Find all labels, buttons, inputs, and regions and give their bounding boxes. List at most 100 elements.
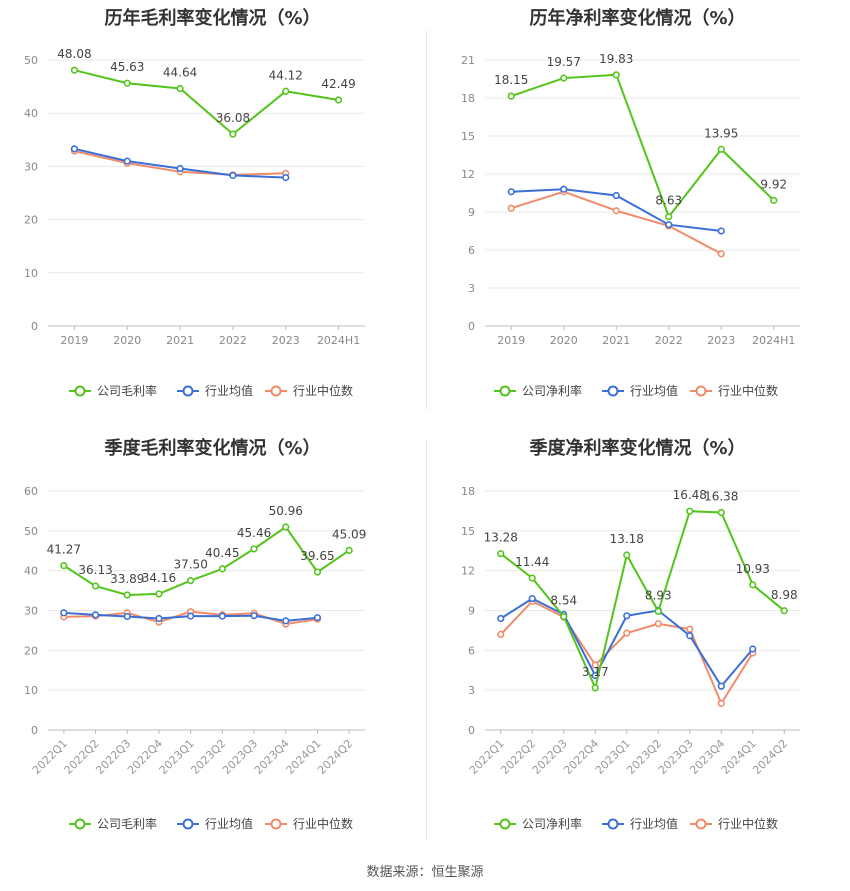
- data-point: [654, 620, 662, 628]
- y-tick-label: 3: [468, 684, 475, 697]
- data-label: 33.89: [110, 572, 144, 586]
- data-point: [123, 591, 131, 599]
- data-label: 13.95: [704, 126, 738, 140]
- data-label: 44.12: [269, 68, 303, 82]
- series-line: [63, 525, 350, 597]
- legend-label: 公司毛利率: [97, 816, 157, 831]
- data-point: [91, 582, 100, 590]
- data-point: [770, 196, 778, 204]
- data-label: 36.08: [216, 111, 250, 125]
- data-point: [560, 185, 568, 193]
- x-tick-label: 2022: [219, 334, 247, 347]
- legend-marker: [182, 385, 194, 397]
- x-tick-label: 2024Q2: [315, 737, 355, 777]
- data-point: [123, 612, 131, 621]
- data-point: [176, 84, 184, 93]
- data-point: [507, 92, 515, 100]
- chart-svg: 0 3 6 9 12 15 18 21 2019 2020 2021 2022 2023 2024H1 18…: [461, 52, 800, 398]
- chart-panel-annual-gross-margin: 历年毛利率变化情况（%） 0 10 20 30 40 50 2019 2020 2021 2022…: [0, 0, 425, 430]
- data-label: 45.63: [110, 60, 144, 74]
- x-tick-label: 2019: [497, 334, 525, 347]
- divider: [426, 30, 427, 410]
- data-label: 10.93: [736, 562, 770, 576]
- chart-panel-quarterly-gross-margin: 季度毛利率变化情况（%） 0 10 20 30 40 50 60 2022Q1 2022Q2 20…: [0, 430, 425, 860]
- x-tick-label: 2024Q2: [750, 737, 790, 777]
- data-label: 11.44: [515, 555, 549, 569]
- legend-marker: [695, 818, 707, 830]
- chart-svg: 01020304050602022Q12022Q22022Q32022Q4202…: [24, 485, 366, 831]
- data-point: [155, 614, 163, 623]
- y-tick-label: 0: [468, 724, 475, 737]
- legend: 公司毛利率 行业均值 行业中位数: [69, 383, 353, 398]
- series-line: [510, 73, 775, 219]
- data-point: [70, 66, 79, 74]
- y-tick-label: 15: [461, 130, 475, 143]
- y-tick-label: 40: [24, 107, 38, 120]
- data-point: [250, 612, 258, 620]
- legend: 公司毛利率 行业均值 行业中位数: [69, 816, 353, 831]
- data-point: [717, 227, 725, 235]
- data-point: [623, 629, 631, 637]
- y-tick-label: 0: [31, 724, 38, 737]
- chart-title: 季度净利率变化情况（%）: [529, 438, 746, 459]
- chart-svg: 03691215182022Q12022Q22022Q32022Q42023Q1…: [461, 485, 800, 831]
- series-company: [507, 71, 778, 221]
- data-label: 42.49: [321, 77, 355, 91]
- data-point: [282, 617, 290, 625]
- chart-title: 历年毛利率变化情况（%）: [104, 8, 321, 29]
- series-industry-mean: [507, 185, 725, 235]
- x-tick-label: 2022: [655, 334, 683, 347]
- data-point: [507, 188, 515, 196]
- data-label: 37.50: [173, 558, 207, 572]
- data-point: [229, 171, 237, 180]
- data-label: 16.38: [704, 490, 738, 504]
- data-label: 40.45: [205, 546, 239, 560]
- data-point: [218, 565, 226, 573]
- gridlines: [48, 59, 365, 327]
- data-point: [623, 612, 631, 620]
- legend: 公司净利率 行业均值 行业中位数: [494, 816, 778, 831]
- x-tick-label: 2021: [166, 334, 194, 347]
- series-company: [70, 66, 343, 138]
- legend-marker: [695, 385, 707, 397]
- y-tick-label: 21: [461, 54, 475, 67]
- data-point: [70, 145, 79, 153]
- y-tick-label: 20: [24, 214, 38, 227]
- series-company: [60, 523, 353, 599]
- data-point: [282, 87, 290, 95]
- y-tick-label: 30: [24, 605, 38, 618]
- data-point: [528, 574, 536, 582]
- data-point: [334, 96, 343, 104]
- data-point: [686, 632, 694, 640]
- series-line: [500, 510, 785, 692]
- data-point: [187, 612, 195, 620]
- series-industry-median: [70, 147, 290, 179]
- x-tick-label: 2023: [707, 334, 735, 347]
- x-tick-label: 2024H1: [752, 334, 795, 347]
- legend-marker: [74, 385, 86, 397]
- data-point: [528, 594, 536, 603]
- chart-title: 季度毛利率变化情况（%）: [104, 438, 321, 459]
- legend-label: 行业均值: [205, 383, 253, 398]
- data-label: 48.08: [57, 47, 91, 61]
- series-line: [511, 190, 722, 255]
- data-point: [123, 79, 131, 87]
- legend: 公司净利率 行业均值 行业中位数: [494, 383, 778, 398]
- data-label: 36.13: [78, 563, 112, 577]
- data-point: [282, 523, 290, 531]
- legend-marker: [499, 818, 511, 830]
- data-label: 44.64: [163, 66, 197, 80]
- chart-title: 历年净利率变化情况（%）: [529, 8, 746, 29]
- y-tick-label: 10: [24, 684, 38, 697]
- y-tick-label: 18: [461, 485, 475, 498]
- legend-label: 行业均值: [205, 816, 253, 831]
- x-tick-label: 2021: [602, 334, 630, 347]
- data-point: [749, 581, 757, 589]
- y-tick-label: 12: [461, 565, 475, 578]
- data-point: [780, 607, 788, 615]
- data-label: 39.65: [300, 549, 334, 563]
- legend-marker: [270, 818, 282, 830]
- x-tick-label: 2023: [272, 334, 300, 347]
- data-label: 16.48: [673, 488, 707, 502]
- data-point: [497, 630, 505, 638]
